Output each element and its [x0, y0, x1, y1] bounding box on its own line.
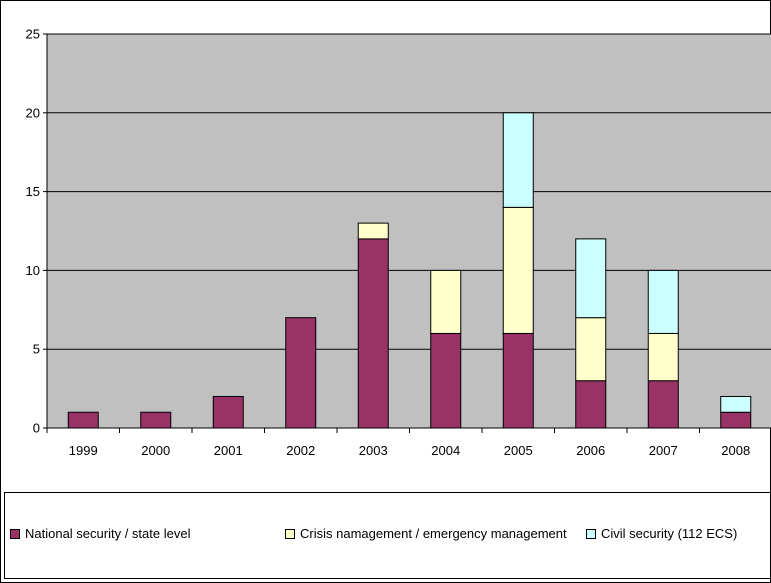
tick-labels: 0 5 10 15 20 25 1999 2000 2001 2002 2003 2004 2005 20…	[26, 27, 751, 459]
y-tick-label-20: 20	[26, 105, 40, 120]
bar-2003-series-0	[357, 238, 389, 429]
bar-2004-series-0	[430, 332, 462, 429]
bar-2005-series-1	[502, 206, 534, 334]
bar-2008-series-2	[720, 395, 752, 413]
x-tick-label-2002: 2002	[286, 443, 315, 458]
x-tick-label-2003: 2003	[359, 443, 388, 458]
y-tick-label-15: 15	[26, 184, 40, 199]
x-tick-label-2000: 2000	[141, 443, 170, 458]
bar-2007-series-0	[647, 380, 679, 429]
y-tick-label-5: 5	[33, 342, 40, 357]
legend-item-national-security: National security / state level	[10, 526, 190, 541]
x-tick-label-2005: 2005	[504, 443, 533, 458]
bar-2004-series-1	[430, 269, 462, 334]
legend-label-civil-security: Civil security (112 ECS)	[601, 526, 738, 541]
bar-2005-series-2	[502, 112, 534, 208]
bar-2001-series-0	[212, 395, 244, 429]
bar-2002-series-0	[285, 317, 317, 429]
bar-2006-series-2	[575, 238, 607, 319]
bar-2000-series-0	[140, 411, 172, 429]
legend-swatch-national-security	[10, 528, 20, 539]
x-tick-label-2008: 2008	[721, 443, 750, 458]
y-tick-label-25: 25	[26, 27, 40, 42]
axes	[43, 33, 771, 433]
bar-2007-series-2	[647, 269, 679, 334]
legend-swatch-civil-security	[586, 528, 596, 539]
bar-2005-series-0	[502, 332, 534, 429]
y-tick-label-10: 10	[26, 263, 40, 278]
y-tick-label-0: 0	[33, 421, 40, 436]
bars	[67, 112, 752, 429]
legend-swatch-crisis-management	[285, 528, 295, 539]
x-tick-label-2001: 2001	[214, 443, 243, 458]
legend-label-crisis-management: Crisis namagement / emergency management	[300, 526, 567, 541]
legend-box	[4, 492, 771, 579]
x-tick-label-1999: 1999	[69, 443, 98, 458]
legend-label-national-security: National security / state level	[25, 526, 191, 541]
bar-2008-series-0	[720, 411, 752, 429]
bar-1999-series-0	[67, 411, 99, 429]
x-tick-label-2004: 2004	[431, 443, 460, 458]
x-tick-label-2006: 2006	[576, 443, 605, 458]
x-tick-label-2007: 2007	[649, 443, 678, 458]
bar-2006-series-0	[575, 380, 607, 429]
legend-item-civil-security: Civil security (112 ECS)	[586, 526, 737, 541]
bar-2006-series-1	[575, 317, 607, 382]
bar-2007-series-1	[647, 332, 679, 382]
legend-item-crisis-management: Crisis namagement / emergency management	[285, 526, 567, 541]
bar-2003-series-1	[357, 222, 389, 240]
